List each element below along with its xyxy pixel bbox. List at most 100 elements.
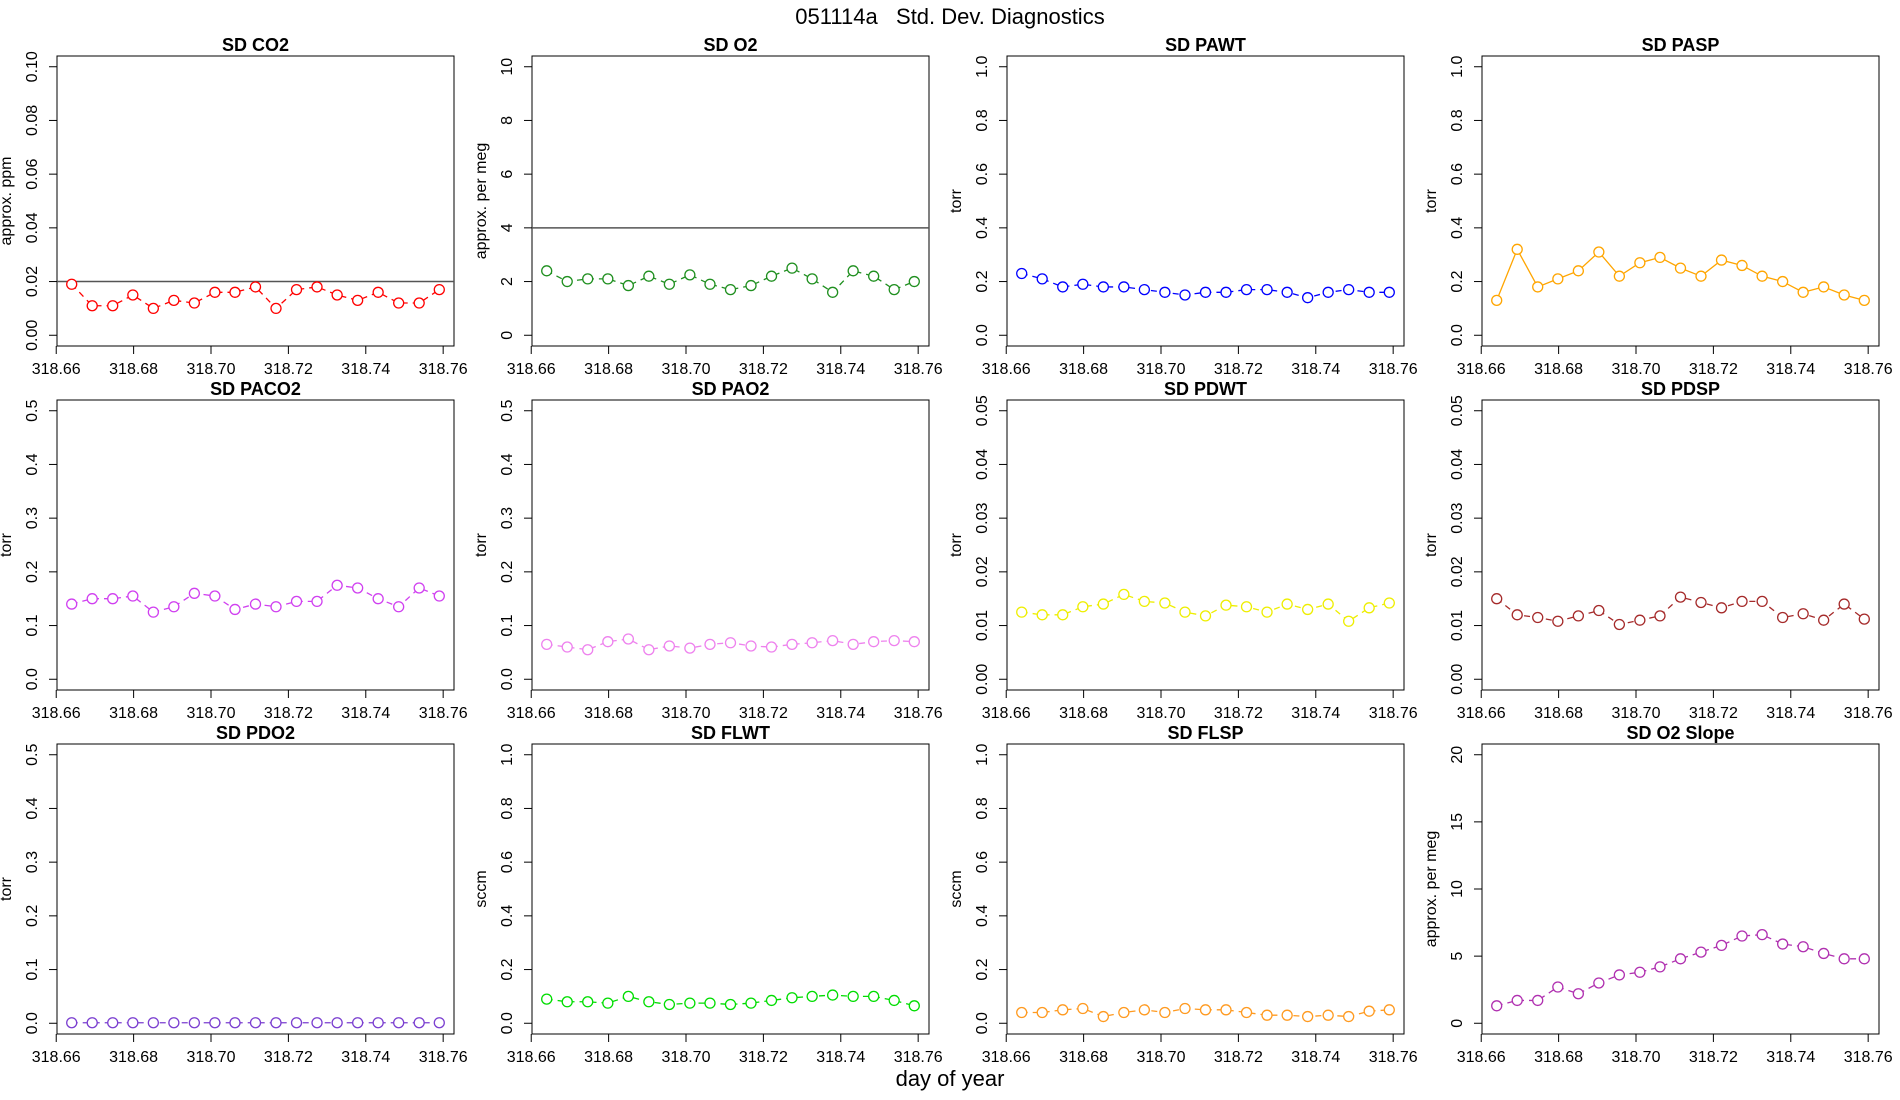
data-point bbox=[1797, 941, 1809, 953]
data-point bbox=[704, 278, 716, 290]
data-point bbox=[622, 633, 634, 645]
data-point bbox=[1552, 981, 1564, 993]
data-point bbox=[270, 601, 282, 613]
y-tick-label: 0.4 bbox=[499, 905, 516, 927]
panel-title: SD O2 Slope bbox=[1626, 723, 1734, 743]
data-point bbox=[704, 997, 716, 1009]
data-point bbox=[1756, 270, 1768, 282]
data-point bbox=[1138, 283, 1151, 296]
data-point bbox=[188, 297, 201, 309]
x-tick-label: 318.74 bbox=[816, 361, 865, 378]
data-point bbox=[1654, 961, 1666, 973]
data-point bbox=[1532, 611, 1544, 624]
y-tick-label: 0.1 bbox=[24, 958, 41, 980]
y-tick-label: 0.2 bbox=[974, 270, 991, 292]
data-point bbox=[352, 294, 364, 307]
x-tick-label: 318.68 bbox=[584, 705, 633, 722]
data-point bbox=[1736, 595, 1748, 608]
data-point bbox=[1695, 596, 1707, 609]
data-point bbox=[582, 996, 594, 1008]
data-point bbox=[1240, 1006, 1253, 1019]
data-point bbox=[1302, 292, 1314, 304]
data-point bbox=[168, 294, 180, 307]
y-tick-label: 0.4 bbox=[499, 453, 516, 475]
data-point bbox=[663, 640, 676, 652]
data-point bbox=[209, 590, 221, 602]
data-point bbox=[107, 1017, 119, 1029]
y-axis-label: torr bbox=[0, 876, 15, 901]
data-point bbox=[1613, 969, 1626, 981]
data-point bbox=[1322, 1009, 1334, 1021]
data-point bbox=[1159, 597, 1171, 609]
y-axis-label: torr bbox=[0, 532, 15, 557]
x-tick-label: 318.72 bbox=[264, 1049, 313, 1066]
data-point bbox=[745, 279, 757, 292]
data-point bbox=[684, 269, 696, 281]
data-point bbox=[1654, 251, 1666, 264]
y-tick-label: 0.5 bbox=[24, 400, 41, 422]
y-tick-label: 0.4 bbox=[24, 453, 41, 475]
data-point bbox=[1491, 593, 1503, 605]
y-tick-label: 0.3 bbox=[24, 851, 41, 873]
data-point bbox=[541, 265, 553, 277]
x-tick-label: 318.72 bbox=[1689, 361, 1738, 378]
plot-box bbox=[56, 399, 455, 691]
data-point bbox=[1572, 610, 1584, 622]
y-axis-label: torr bbox=[948, 188, 965, 213]
y-tick-label: 2 bbox=[499, 277, 516, 286]
data-point bbox=[290, 283, 303, 296]
data-point bbox=[372, 1017, 384, 1029]
x-tick-label: 318.74 bbox=[1291, 705, 1340, 722]
plot-box bbox=[1006, 743, 1405, 1035]
data-point bbox=[1261, 1009, 1273, 1021]
y-tick-label: 0.00 bbox=[24, 320, 41, 351]
x-tick-label: 318.66 bbox=[1457, 361, 1506, 378]
x-tick-label: 318.70 bbox=[1612, 705, 1661, 722]
x-tick-label: 318.68 bbox=[1534, 705, 1583, 722]
data-point bbox=[1199, 610, 1212, 622]
data-point bbox=[724, 998, 737, 1011]
y-tick-label: 0.6 bbox=[1449, 163, 1466, 185]
x-tick-label: 318.68 bbox=[109, 705, 158, 722]
data-point bbox=[704, 638, 716, 651]
data-point bbox=[602, 997, 614, 1009]
y-tick-label: 0.05 bbox=[974, 395, 991, 426]
data-point bbox=[249, 1017, 262, 1029]
data-point bbox=[1838, 598, 1850, 610]
data-point bbox=[1695, 270, 1707, 282]
x-tick-label: 318.70 bbox=[187, 705, 236, 722]
y-tick-label: 0.04 bbox=[974, 449, 991, 480]
x-tick-label: 318.72 bbox=[264, 361, 313, 378]
y-tick-label: 0.6 bbox=[974, 851, 991, 873]
x-tick-label: 318.68 bbox=[1059, 705, 1108, 722]
data-point bbox=[806, 637, 818, 649]
data-point bbox=[311, 1017, 323, 1029]
data-point bbox=[290, 595, 303, 608]
x-tick-label: 318.72 bbox=[739, 1049, 788, 1066]
panel-title: SD FLWT bbox=[691, 723, 770, 743]
panel-title: SD PAO2 bbox=[692, 379, 770, 399]
x-tick-label: 318.70 bbox=[187, 361, 236, 378]
y-axis-label: torr bbox=[473, 532, 490, 557]
data-point bbox=[66, 598, 78, 610]
data-point bbox=[806, 273, 818, 285]
data-point bbox=[86, 300, 98, 312]
x-tick-label: 318.66 bbox=[507, 361, 556, 378]
y-tick-label: 0.5 bbox=[499, 400, 516, 422]
data-point bbox=[393, 601, 405, 613]
x-tick-label: 318.70 bbox=[662, 705, 711, 722]
x-tick-label: 318.74 bbox=[1766, 361, 1815, 378]
data-point bbox=[1736, 259, 1748, 272]
y-tick-label: 0.0 bbox=[24, 1012, 41, 1034]
y-tick-label: 0.01 bbox=[1449, 610, 1466, 641]
data-point bbox=[1118, 588, 1130, 601]
x-tick-label: 318.76 bbox=[894, 1049, 943, 1066]
y-tick-label: 0.5 bbox=[24, 744, 41, 766]
x-tick-label: 318.74 bbox=[341, 1049, 390, 1066]
data-point bbox=[270, 1017, 282, 1029]
data-point bbox=[1511, 609, 1523, 621]
panel-title: SD PDWT bbox=[1164, 379, 1247, 399]
y-tick-label: 0.0 bbox=[974, 324, 991, 346]
y-tick-label: 0.02 bbox=[24, 266, 41, 297]
